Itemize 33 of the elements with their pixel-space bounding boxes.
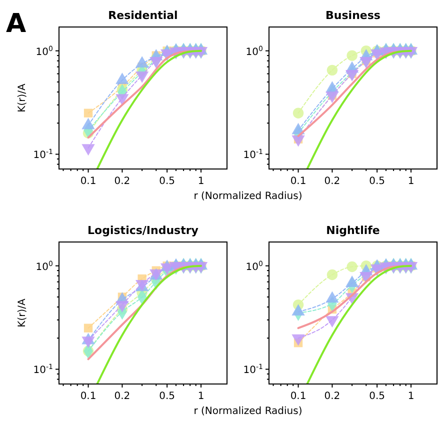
- x-tick-label: 0.1: [290, 391, 306, 402]
- x-tick-label: 0.2: [114, 391, 130, 402]
- x-tick-label: 0.2: [324, 176, 340, 187]
- x-tick-label: 0.5: [159, 391, 176, 402]
- x-tick-label: 1: [198, 176, 204, 187]
- y-tick-label: 10$^{-1}$: [33, 148, 53, 162]
- x-tick-label: 0.1: [290, 176, 306, 187]
- chart-title: Residential: [108, 9, 178, 22]
- x-tick-label: 0.5: [369, 391, 386, 402]
- y-tick-label: 10$^{0}$: [36, 44, 53, 58]
- y-tick-label: 10$^{0}$: [36, 260, 53, 273]
- x-tick-label: 1: [408, 391, 414, 402]
- x-tick-label: 0.1: [80, 176, 96, 187]
- y-tick-label: 10$^{0}$: [246, 260, 263, 273]
- x-tick-label: 0.1: [80, 391, 96, 402]
- y-tick-label: 10$^{-1}$: [33, 363, 53, 376]
- y-axis-title: K(r)/A: [17, 298, 28, 328]
- x-tick-label: 1: [408, 176, 414, 187]
- x-axis-title: r (Normalized Radius): [194, 191, 302, 202]
- chart-title: Logistics/Industry: [88, 224, 198, 237]
- x-tick-label: 1: [198, 391, 204, 402]
- y-axis-title: K(r)/A: [17, 84, 28, 112]
- chart-title: Business: [326, 9, 381, 22]
- y-tick-label: 10$^{-1}$: [243, 148, 263, 162]
- y-tick-label: 10$^{0}$: [246, 44, 263, 58]
- y-tick-label: 10$^{-1}$: [243, 363, 263, 376]
- x-tick-label: 0.5: [369, 176, 386, 187]
- x-tick-label: 0.5: [159, 176, 176, 187]
- x-tick-label: 0.2: [114, 176, 130, 187]
- x-tick-label: 0.2: [324, 391, 340, 402]
- x-axis-title: r (Normalized Radius): [194, 406, 302, 417]
- text: A: [6, 9, 26, 39]
- chart-title: Nightlife: [326, 224, 380, 237]
